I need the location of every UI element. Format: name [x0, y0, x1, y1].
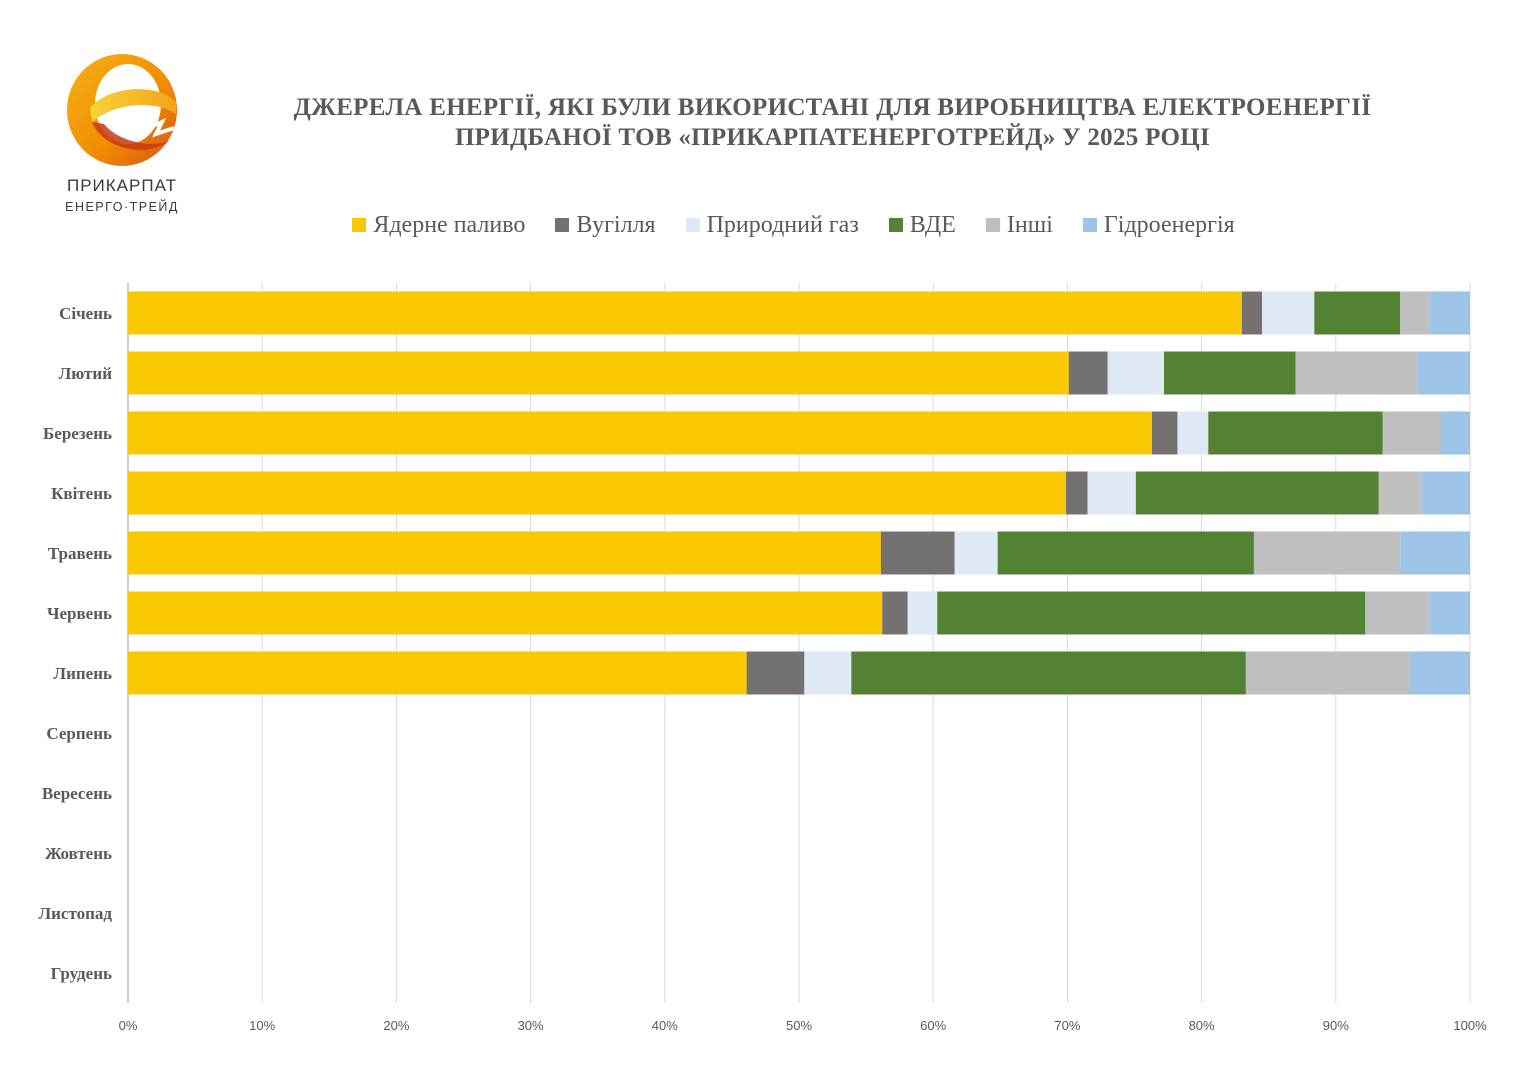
bar-segment — [1421, 471, 1470, 515]
logo-text-main: ПРИКАРПАТ — [67, 176, 177, 195]
bar-segment — [128, 411, 1152, 455]
bar-segment — [1241, 291, 1262, 335]
legend-label: Інші — [1006, 211, 1053, 238]
bar-segment — [1135, 471, 1379, 515]
bar-segment — [907, 591, 938, 635]
bar-segment — [1429, 291, 1470, 335]
legend-item: Гідроенергія — [1082, 211, 1235, 239]
legend-item: Інші — [985, 211, 1053, 239]
category-label: Березень — [43, 424, 112, 443]
category-label: Червень — [47, 604, 112, 623]
bar-segment — [1400, 291, 1430, 335]
bar-segment — [1409, 651, 1470, 695]
legend-swatch — [352, 218, 367, 232]
bar-segment — [1068, 351, 1108, 395]
legend-item: Ядерне паливо — [352, 212, 525, 239]
legend-swatch — [685, 218, 700, 232]
bar-segment — [1164, 351, 1296, 395]
x-tick-label: 60% — [920, 1018, 946, 1033]
bar-segment — [128, 291, 1242, 335]
bar-segment — [954, 531, 998, 575]
bar-segment — [1245, 651, 1410, 695]
bar-segment — [1400, 531, 1470, 575]
category-label: Жовтень — [45, 844, 112, 863]
x-tick-label: 30% — [518, 1018, 544, 1033]
bar-segment — [997, 531, 1254, 575]
legend-swatch — [888, 218, 903, 232]
bar-segment — [1107, 351, 1165, 395]
bar-segment — [1378, 471, 1422, 515]
logo-text-sub: ЕНЕРГО·ТРЕЙД — [65, 200, 179, 214]
category-label: Липень — [53, 664, 112, 683]
bar-segment — [128, 531, 881, 575]
legend-swatch — [985, 218, 1000, 232]
legend-label: Вугілля — [576, 211, 656, 238]
x-tick-label: 70% — [1054, 1018, 1080, 1033]
legend-swatch — [555, 218, 570, 232]
bar-segment — [1429, 591, 1470, 635]
bar-segment — [1066, 471, 1088, 515]
chart-legend: Ядерне паливо Вугілля Природний газ ВДЕ Інші… — [0, 208, 1527, 242]
bar-segment — [851, 651, 1246, 695]
bar-segment — [1295, 351, 1418, 395]
bar-segment — [1365, 591, 1430, 635]
x-tick-label: 40% — [652, 1018, 678, 1033]
x-tick-label: 80% — [1189, 1018, 1215, 1033]
bar-segment — [128, 651, 747, 695]
bar-segment — [882, 591, 908, 635]
x-tick-label: 100% — [1453, 1018, 1487, 1033]
bar-segment — [1314, 291, 1401, 335]
bar-segment — [746, 651, 805, 695]
category-label: Травень — [48, 544, 112, 563]
bar-segment — [128, 471, 1067, 515]
company-logo: ПРИКАРПАТ ЕНЕРГО·ТРЕЙД — [30, 44, 214, 232]
bar-segment — [804, 651, 852, 695]
bar-segment — [1177, 411, 1209, 455]
category-label: Серпень — [46, 724, 112, 743]
chart-title-line1: ДЖЕРЕЛА ЕНЕРГІЇ, ЯКІ БУЛИ ВИКОРИСТАНІ ДЛ… — [293, 94, 1372, 121]
legend-item: Вугілля — [555, 211, 656, 239]
bar-segment — [1382, 411, 1441, 455]
legend-label: Ядерне паливо — [373, 211, 526, 238]
bar-segment — [880, 531, 955, 575]
legend-item: Природний газ — [685, 211, 859, 239]
legend-label: Гідроенергія — [1103, 211, 1235, 238]
bar-segment — [128, 591, 883, 635]
category-label: Вересень — [42, 784, 112, 803]
bar-segment — [1208, 411, 1383, 455]
bar-segment — [1417, 351, 1470, 395]
legend-label: ВДЕ — [909, 211, 956, 238]
x-tick-label: 20% — [383, 1018, 409, 1033]
legend-label: Природний газ — [706, 211, 859, 238]
legend-swatch — [1082, 218, 1097, 232]
bar-segment — [128, 351, 1069, 395]
category-label: Грудень — [51, 964, 112, 983]
chart-title-line2: ПРИДБАНОЇ ТОВ «ПРИКАРПАТЕНЕРГОТРЕЙД» У 2… — [454, 124, 1211, 151]
x-tick-label: 10% — [249, 1018, 275, 1033]
chart-title: ДЖЕРЕЛА ЕНЕРГІЇ, ЯКІ БУЛИ ВИКОРИСТАНІ ДЛ… — [230, 93, 1435, 153]
x-tick-label: 0% — [119, 1018, 138, 1033]
bar-segment — [1253, 531, 1401, 575]
legend-item: ВДЕ — [888, 211, 956, 239]
bar-segment — [1087, 471, 1136, 515]
logo-emblem — [67, 54, 177, 166]
bar-segment — [1261, 291, 1315, 335]
category-label: Квітень — [51, 484, 112, 503]
x-tick-label: 90% — [1323, 1018, 1349, 1033]
category-label: Листопад — [38, 904, 112, 923]
category-label: Січень — [59, 304, 112, 323]
bar-segment — [937, 591, 1366, 635]
bar-segment — [1151, 411, 1178, 455]
x-tick-label: 50% — [786, 1018, 812, 1033]
category-label: Лютий — [59, 364, 113, 383]
bar-segment — [1440, 411, 1470, 455]
